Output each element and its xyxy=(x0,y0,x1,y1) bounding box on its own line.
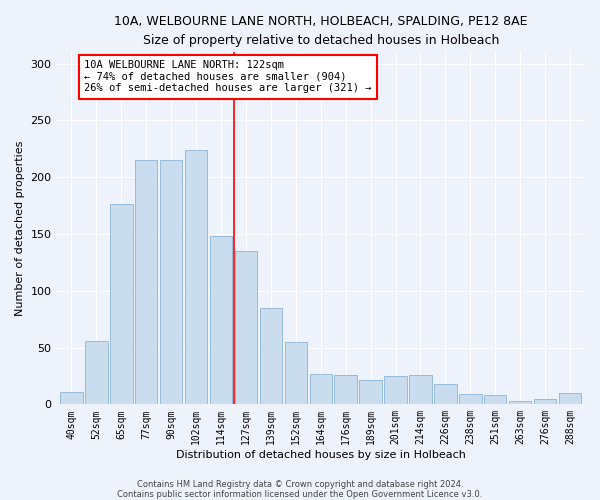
Bar xyxy=(559,393,581,404)
Y-axis label: Number of detached properties: Number of detached properties xyxy=(15,140,25,316)
X-axis label: Distribution of detached houses by size in Holbeach: Distribution of detached houses by size … xyxy=(176,450,466,460)
Bar xyxy=(85,340,107,404)
Bar xyxy=(135,160,157,404)
Bar xyxy=(409,375,431,404)
Bar xyxy=(310,374,332,404)
Bar xyxy=(434,384,457,404)
Bar xyxy=(534,398,556,404)
Bar xyxy=(359,380,382,404)
Title: 10A, WELBOURNE LANE NORTH, HOLBEACH, SPALDING, PE12 8AE
Size of property relativ: 10A, WELBOURNE LANE NORTH, HOLBEACH, SPA… xyxy=(114,15,527,47)
Text: Contains public sector information licensed under the Open Government Licence v3: Contains public sector information licen… xyxy=(118,490,482,499)
Bar xyxy=(160,160,182,404)
Bar xyxy=(185,150,208,405)
Bar xyxy=(110,204,133,404)
Bar xyxy=(484,395,506,404)
Bar xyxy=(459,394,482,404)
Bar xyxy=(284,342,307,404)
Bar xyxy=(334,375,357,404)
Bar xyxy=(210,236,232,404)
Bar xyxy=(235,251,257,404)
Bar xyxy=(385,376,407,404)
Bar xyxy=(509,401,532,404)
Text: Contains HM Land Registry data © Crown copyright and database right 2024.: Contains HM Land Registry data © Crown c… xyxy=(137,480,463,489)
Bar xyxy=(60,392,83,404)
Bar xyxy=(260,308,282,404)
Text: 10A WELBOURNE LANE NORTH: 122sqm
← 74% of detached houses are smaller (904)
26% : 10A WELBOURNE LANE NORTH: 122sqm ← 74% o… xyxy=(84,60,371,94)
